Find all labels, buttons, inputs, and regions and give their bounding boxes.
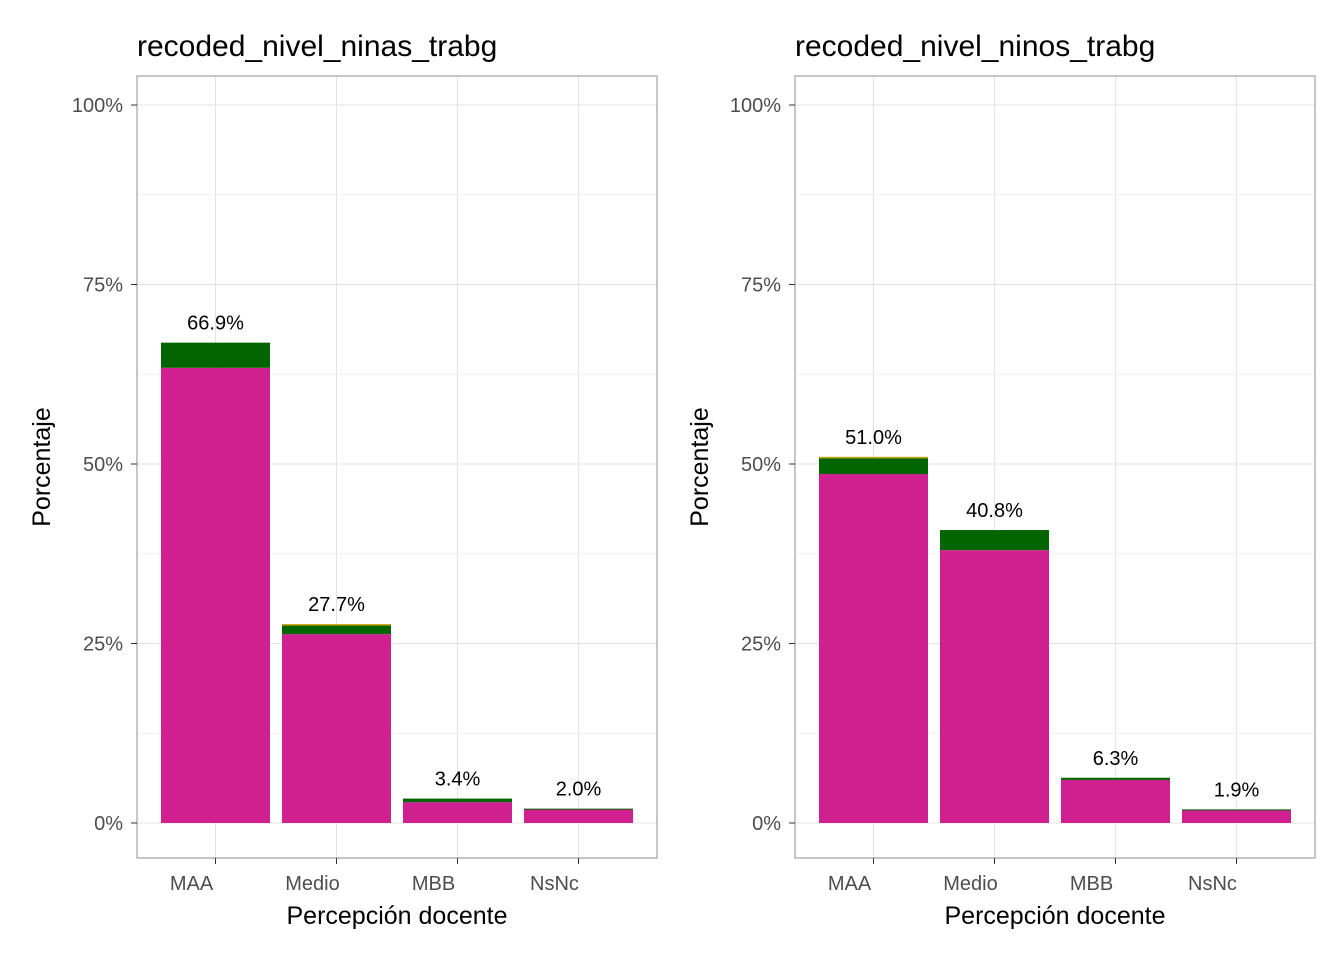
y-tick-label: 100% xyxy=(730,95,781,117)
bar-segment-mbb-0 xyxy=(1061,779,1170,823)
x-tick-label-mbb: MBB xyxy=(412,873,455,895)
y-tick-label: 25% xyxy=(741,634,781,656)
y-tick-label: 0% xyxy=(752,813,781,835)
bar-segment-medio-1 xyxy=(282,625,391,635)
bar-segment-nsnc-0 xyxy=(1182,810,1291,823)
data-label-maa: 66.9% xyxy=(187,313,244,335)
panel-border xyxy=(794,75,1316,859)
x-tick-label-nsnc: NsNc xyxy=(1188,873,1237,895)
data-label-medio: 40.8% xyxy=(966,500,1023,522)
panel-ninas: 66.9% 27.7% 3.4% 2.0% 0% 25% 50% 75% 100% MAA Medi… xyxy=(28,30,658,930)
bar-segment-medio-1 xyxy=(940,530,1049,551)
bar-segment-maa-0 xyxy=(819,474,928,823)
bar-segment-maa-2 xyxy=(819,456,928,459)
bar-segment-nsnc-0 xyxy=(524,809,633,823)
y-tick-label: 100% xyxy=(72,95,123,117)
bar-segment-mbb-1 xyxy=(403,798,512,803)
x-axis-title: Percepción docente xyxy=(945,902,1166,930)
bar-segment-nsnc-1 xyxy=(524,808,633,810)
panel-ninos: 51.0% 40.8% 6.3% 1.9% 0% 25% 50% 75% 100% MAA Medi… xyxy=(686,30,1316,930)
y-tick-label: 50% xyxy=(83,454,123,476)
y-tick-label: 75% xyxy=(741,275,781,297)
y-axis-title: Porcentaje xyxy=(686,407,714,527)
panel-border xyxy=(136,75,658,859)
bar-segment-maa-0 xyxy=(161,367,270,823)
data-label-maa: 51.0% xyxy=(845,427,902,449)
x-tick-label-medio: Medio xyxy=(285,873,339,895)
bar-segment-medio-2 xyxy=(282,624,391,626)
bar-segment-maa-1 xyxy=(161,342,270,368)
y-tick-label: 50% xyxy=(741,454,781,476)
bar-segment-medio-0 xyxy=(282,634,391,823)
chart-title: recoded_nivel_ninos_trabg xyxy=(795,30,1155,63)
bar-segment-mbb-1 xyxy=(1061,777,1170,780)
x-tick-label-medio: Medio xyxy=(943,873,997,895)
data-label-medio: 27.7% xyxy=(308,594,365,616)
chart-title: recoded_nivel_ninas_trabg xyxy=(137,30,497,63)
bar-segment-maa-1 xyxy=(819,458,928,475)
bar-segment-medio-0 xyxy=(940,550,1049,823)
x-tick-label-maa: MAA xyxy=(170,873,214,895)
x-tick-label-mbb: MBB xyxy=(1070,873,1113,895)
y-tick-label: 25% xyxy=(83,634,123,656)
x-axis-title: Percepción docente xyxy=(287,902,508,930)
bar-segment-nsnc-1 xyxy=(1182,809,1291,811)
x-tick-label-nsnc: NsNc xyxy=(530,873,579,895)
data-label-mbb: 6.3% xyxy=(1093,748,1139,770)
data-label-mbb: 3.4% xyxy=(435,769,481,791)
bar-segment-mbb-0 xyxy=(403,802,512,823)
x-tick-label-maa: MAA xyxy=(828,873,872,895)
data-label-nsnc: 2.0% xyxy=(556,779,602,801)
y-axis-title: Porcentaje xyxy=(28,407,56,527)
y-tick-label: 75% xyxy=(83,275,123,297)
y-tick-label: 0% xyxy=(94,813,123,835)
data-label-nsnc: 1.9% xyxy=(1214,779,1260,801)
